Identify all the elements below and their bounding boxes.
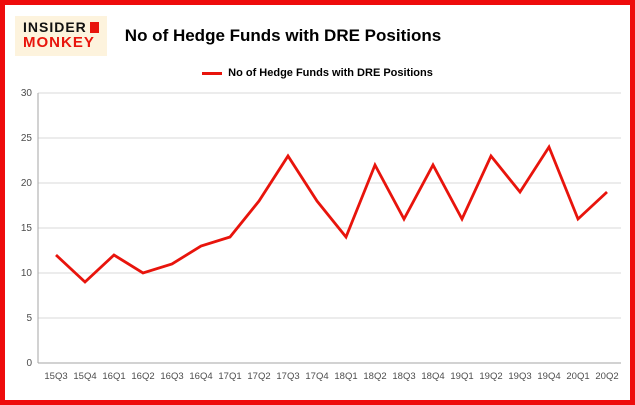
x-tick-label: 15Q3 bbox=[44, 371, 67, 382]
x-tick-label: 18Q4 bbox=[421, 371, 444, 382]
x-tick-label: 18Q2 bbox=[363, 371, 386, 382]
x-tick-label: 19Q1 bbox=[450, 371, 473, 382]
x-tick-label: 16Q1 bbox=[102, 371, 125, 382]
x-tick-label: 15Q4 bbox=[73, 371, 96, 382]
x-tick-label: 20Q2 bbox=[595, 371, 618, 382]
x-tick-label: 19Q2 bbox=[479, 371, 502, 382]
chart-area: 0 5 10 15 20 25 30 15Q3 15Q4 16Q1 16Q2 16Q3 16Q4 17Q1… bbox=[5, 83, 630, 400]
x-tick-label: 17Q1 bbox=[218, 371, 241, 382]
x-tick-label: 18Q1 bbox=[334, 371, 357, 382]
x-tick-label: 20Q1 bbox=[566, 371, 589, 382]
x-tick-label: 16Q4 bbox=[189, 371, 212, 382]
logo-text-insider: INSIDER bbox=[23, 20, 99, 35]
x-tick-label: 19Q3 bbox=[508, 371, 531, 382]
y-tick-label: 15 bbox=[21, 223, 33, 234]
logo-red-block-icon bbox=[89, 22, 99, 34]
logo-text-monkey: MONKEY bbox=[23, 33, 95, 51]
x-tick-label: 16Q3 bbox=[160, 371, 183, 382]
y-tick-label: 20 bbox=[21, 178, 33, 189]
legend-line-swatch-icon bbox=[202, 71, 223, 75]
x-tick-label: 16Q2 bbox=[131, 371, 154, 382]
line-chart-svg: 0 5 10 15 20 25 30 15Q3 15Q4 16Q1 16Q2 16Q3 16Q4 17Q1… bbox=[21, 88, 621, 382]
y-tick-label: 5 bbox=[26, 313, 32, 324]
logo-insider-label: INSIDER bbox=[23, 19, 87, 36]
x-tick-label: 19Q4 bbox=[537, 371, 560, 382]
y-tick-label: 0 bbox=[26, 358, 32, 369]
x-tick-label: 17Q2 bbox=[247, 371, 270, 382]
y-tick-label: 10 bbox=[21, 268, 33, 279]
insider-monkey-logo: INSIDER MONKEY bbox=[15, 16, 107, 56]
x-tick-label: 17Q4 bbox=[305, 371, 328, 382]
legend: No of Hedge Funds with DRE Positions bbox=[5, 63, 630, 83]
y-tick-label: 25 bbox=[21, 133, 33, 144]
x-tick-label: 17Q3 bbox=[276, 371, 299, 382]
y-tick-label: 30 bbox=[21, 88, 33, 99]
data-line bbox=[55, 143, 608, 284]
legend-label: No of Hedge Funds with DRE Positions bbox=[228, 67, 433, 79]
chart-title: No of Hedge Funds with DRE Positions bbox=[124, 26, 442, 45]
header: INSIDER MONKEY No of Hedge Funds with DR… bbox=[5, 5, 630, 61]
x-tick-label: 18Q3 bbox=[392, 371, 415, 382]
